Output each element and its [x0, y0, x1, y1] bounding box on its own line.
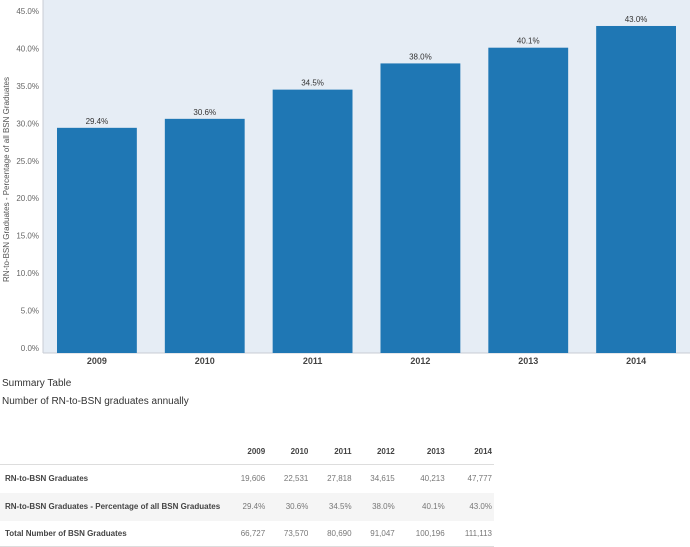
- table-row: RN-to-BSN Graduates - Percentage of all …: [0, 492, 494, 521]
- x-tick-label: 2013: [518, 356, 538, 366]
- data-label: 40.1%: [517, 37, 540, 46]
- plot-background: [43, 0, 690, 353]
- data-label: 38.0%: [409, 52, 432, 61]
- cell: 34.5%: [328, 502, 352, 511]
- summary-subtitle: Number of RN-to-BSN graduates annually: [2, 396, 189, 407]
- table-row: Total Number of BSN Graduates 66,727 73,…: [0, 521, 494, 547]
- col-header: 2010: [267, 438, 311, 465]
- cell: 40,213: [420, 474, 445, 484]
- cell: 19,606: [240, 474, 266, 484]
- cell: 34,615: [370, 474, 395, 484]
- cell: 91,047: [370, 528, 395, 538]
- cell: 30.6%: [285, 502, 309, 511]
- table-header-row: 2009 2010 2011 2012 2013 2014: [0, 438, 494, 465]
- table-row: RN-to-BSN Graduates 19,606 22,531 27,818…: [0, 465, 494, 493]
- y-tick-label: 30.0%: [16, 119, 39, 128]
- y-axis-label: RN-to-BSN Graduates - Percentage of all …: [2, 77, 11, 282]
- cell: 29.4%: [242, 502, 266, 511]
- data-label: 30.6%: [193, 108, 216, 117]
- bar-2010: [164, 118, 245, 353]
- y-tick-label: 40.0%: [16, 44, 39, 53]
- y-tick-label: 0.0%: [21, 344, 39, 353]
- cell: 40.1%: [422, 502, 445, 511]
- bar-2012: [380, 63, 461, 354]
- cell: 43.0%: [469, 502, 492, 511]
- row-label: RN-to-BSN Graduates: [5, 474, 89, 484]
- cell: 47,777: [467, 474, 492, 484]
- x-tick-label: 2014: [626, 356, 646, 366]
- cell: 38.0%: [372, 502, 395, 511]
- col-header: 2014: [446, 438, 494, 465]
- y-tick-label: 45.0%: [16, 7, 39, 16]
- cell: 111,113: [464, 528, 492, 538]
- x-tick-label: 2009: [87, 356, 107, 366]
- col-header: 2012: [353, 438, 397, 465]
- bar-2014: [596, 25, 676, 353]
- cell: 66,727: [240, 528, 266, 538]
- x-tick-label: 2010: [195, 356, 215, 366]
- data-label: 43.0%: [625, 15, 648, 24]
- y-tick-label: 5.0%: [21, 307, 39, 316]
- col-header: 2013: [396, 438, 447, 465]
- summary-title: Summary Table: [2, 378, 72, 389]
- cell: 27,818: [327, 474, 352, 484]
- y-tick-label: 20.0%: [16, 194, 39, 203]
- bar-2011: [272, 89, 353, 353]
- col-header: 2009: [224, 438, 268, 465]
- cell: 73,570: [283, 528, 309, 538]
- data-label: 29.4%: [86, 117, 109, 126]
- summary-table: 2009 2010 2011 2012 2013 2014 RN-to-BSN …: [0, 438, 494, 547]
- bar-chart: 0.0% 5.0% 10.0% 15.0% 20.0% 25.0% 30.0% 35.0% 40…: [2, 0, 690, 366]
- x-tick-label: 2012: [410, 356, 430, 366]
- y-tick-label: 10.0%: [16, 269, 39, 278]
- cell: 80,690: [327, 528, 352, 538]
- x-tick-label: 2011: [303, 356, 323, 366]
- data-label: 34.5%: [301, 79, 324, 88]
- row-label: Total Number of BSN Graduates: [5, 528, 127, 538]
- bar-2009: [57, 127, 137, 354]
- y-tick-label: 15.0%: [16, 232, 39, 241]
- row-label: RN-to-BSN Graduates - Percentage of all …: [5, 502, 221, 511]
- cell: 100,196: [415, 528, 445, 538]
- y-tick-label: 35.0%: [16, 82, 39, 91]
- y-tick-label: 25.0%: [16, 157, 39, 166]
- col-header: 2011: [310, 438, 354, 465]
- cell: 22,531: [283, 474, 309, 484]
- bar-2013: [488, 47, 569, 353]
